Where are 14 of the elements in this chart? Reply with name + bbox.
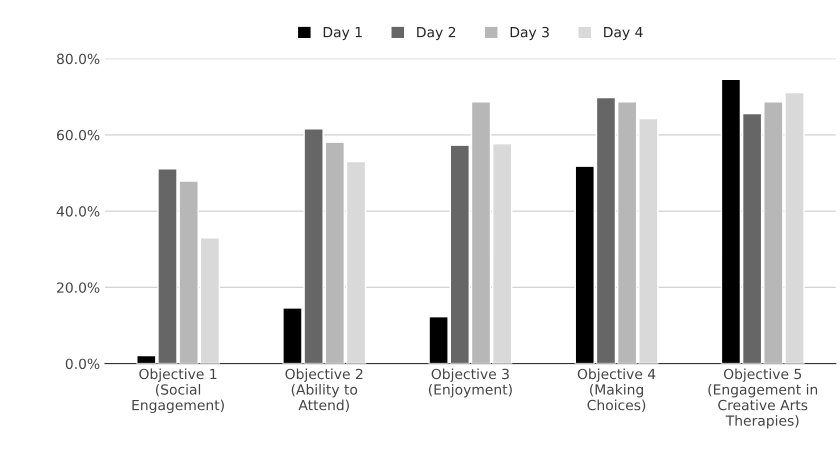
y-tick-label: 60.0% [56,130,100,140]
y-tick-label: 0.0% [66,358,100,370]
x-tick-label: Objective 5 (Engagement in Creative Arts Therapies) [708,368,818,429]
y-tick-label: 20.0% [57,282,100,293]
x-tick-label: Objective 4 (Making Choices) [578,368,656,412]
x-tick-label: Objective 1 (Social Engagement) [132,368,224,413]
legend-label: Day 4 [604,27,643,40]
legend-label: Day 3 [510,26,549,40]
legend-label: Day 1 [324,27,362,40]
y-tick-label: 80.0% [56,54,100,64]
legend-label: Day 2 [417,26,456,40]
x-tick-label: Objective 2 (Ability to Attend) [285,368,362,412]
x-tick-label: Objective 3 (Enjoyment) [428,368,512,398]
y-tick-label: 40.0% [56,206,100,217]
